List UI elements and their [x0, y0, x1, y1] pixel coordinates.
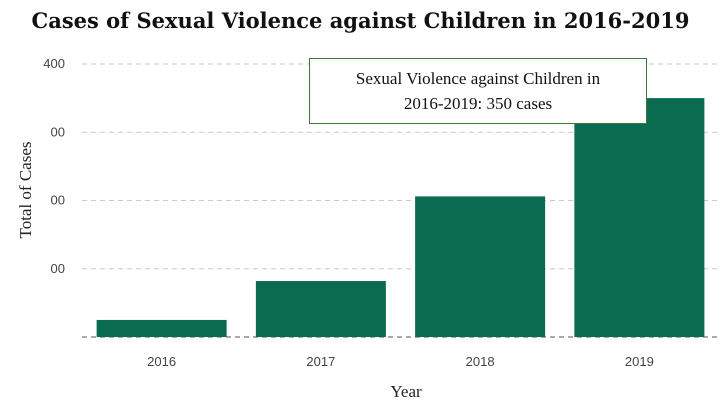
bar-2017 — [255, 281, 386, 337]
x-tick-label-2019: 2019 — [625, 354, 654, 369]
x-tick-label-2017: 2017 — [306, 354, 335, 369]
bar-2016 — [96, 319, 227, 337]
chart-annotation: Sexual Violence against Children in 2016… — [309, 58, 647, 124]
x-tick-label-2016: 2016 — [147, 354, 176, 369]
bar-2019 — [574, 98, 705, 337]
bar-2018 — [415, 196, 546, 337]
x-axis-label: Year — [390, 382, 422, 401]
y-tick-label: 00 — [51, 261, 65, 276]
chart-title: Cases of Sexual Violence against Childre… — [31, 8, 690, 33]
x-tick-label-2018: 2018 — [466, 354, 495, 369]
y-tick-label: 00 — [51, 193, 65, 208]
annotation-line-2: 2016-2019: 350 cases — [403, 94, 553, 113]
y-tick-label: 00 — [51, 124, 65, 139]
y-tick-label: 400 — [43, 56, 65, 71]
annotation-line-1: Sexual Violence against Children in — [355, 69, 601, 88]
